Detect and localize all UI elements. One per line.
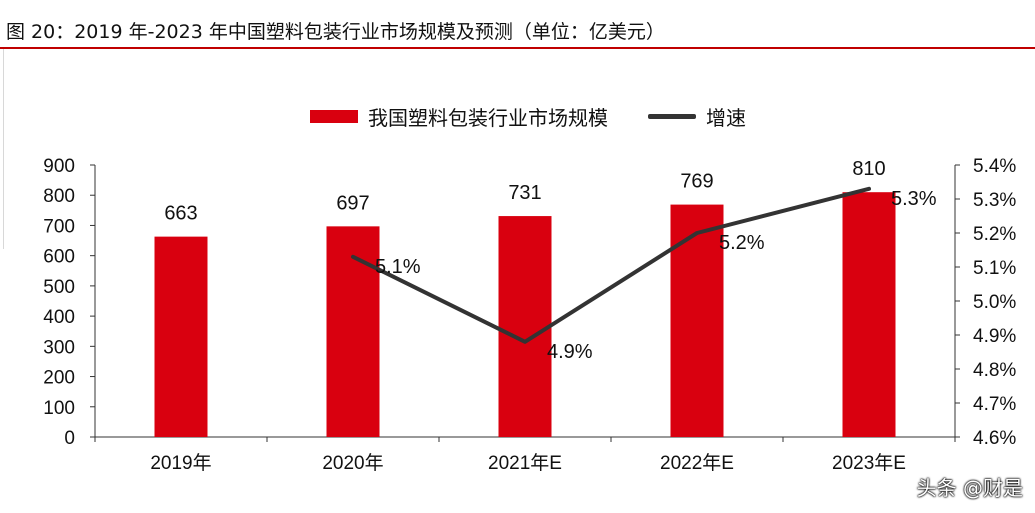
bar — [326, 226, 380, 437]
figure-title: 图 20：2019 年-2023 年中国塑料包装行业市场规模及预测（单位：亿美元… — [6, 21, 665, 43]
right-y-tick-label: 5.4% — [973, 156, 1016, 177]
line-data-label: 4.9% — [547, 341, 593, 363]
right-y-tick-label: 4.7% — [973, 394, 1016, 415]
bar — [670, 204, 724, 437]
chart-legend: 我国塑料包装行业市场规模 增速 — [310, 101, 786, 131]
left-y-tick-label: 300 — [43, 337, 75, 358]
left-y-tick-label: 100 — [43, 398, 75, 419]
line-data-label: 5.2% — [719, 232, 765, 254]
line-data-label: 5.1% — [375, 256, 421, 278]
right-y-tick-label: 5.3% — [973, 190, 1016, 211]
right-y-tick-label: 5.0% — [973, 292, 1016, 313]
left-border — [3, 49, 4, 249]
legend-item-line: 增速 — [648, 102, 746, 131]
bar — [842, 192, 896, 437]
left-y-tick-label: 500 — [43, 277, 75, 298]
watermark: 头条 @财是 — [916, 476, 1023, 500]
growth-line — [351, 186, 871, 344]
left-y-tick-label: 900 — [43, 156, 75, 177]
x-tick-label: 2021年E — [488, 452, 562, 474]
bar-data-label: 769 — [680, 171, 713, 193]
bar-data-label: 731 — [508, 182, 541, 204]
left-y-tick-label: 800 — [43, 186, 75, 207]
bar-data-label: 697 — [336, 192, 369, 214]
bar-data-label: 663 — [164, 203, 197, 225]
bar — [154, 236, 208, 437]
left-y-tick-label: 400 — [43, 307, 75, 328]
legend-item-bars: 我国塑料包装行业市场规模 — [310, 102, 608, 131]
right-y-tick-label: 5.1% — [973, 258, 1016, 279]
left-y-tick-label: 700 — [43, 216, 75, 237]
left-y-tick-label: 0 — [64, 428, 75, 449]
left-y-tick-label: 600 — [43, 247, 75, 268]
x-tick-label: 2019年 — [150, 452, 211, 474]
x-tick-label: 2022年E — [660, 452, 734, 474]
right-y-tick-label: 4.8% — [973, 360, 1016, 381]
legend-label-line: 增速 — [706, 105, 746, 130]
bar-data-label: 810 — [852, 158, 885, 180]
legend-swatch-bar — [310, 109, 358, 123]
right-y-tick-label: 4.9% — [973, 326, 1016, 347]
legend-label-bars: 我国塑料包装行业市场规模 — [368, 105, 608, 130]
x-tick-label: 2020年 — [322, 452, 383, 474]
title-rule — [0, 47, 1035, 49]
plot-area: 0 100 200 300 400 500 600 700 800 900 4.6% 4.7% 4.8%… — [43, 156, 1016, 474]
right-y-tick-label: 5.2% — [973, 224, 1016, 245]
right-y-tick-label: 4.6% — [973, 428, 1016, 449]
left-y-tick-label: 200 — [43, 368, 75, 389]
line-data-label: 5.3% — [891, 188, 937, 210]
legend-swatch-line — [648, 113, 696, 119]
x-tick-label: 2023年E — [832, 452, 906, 474]
bar — [498, 216, 552, 437]
